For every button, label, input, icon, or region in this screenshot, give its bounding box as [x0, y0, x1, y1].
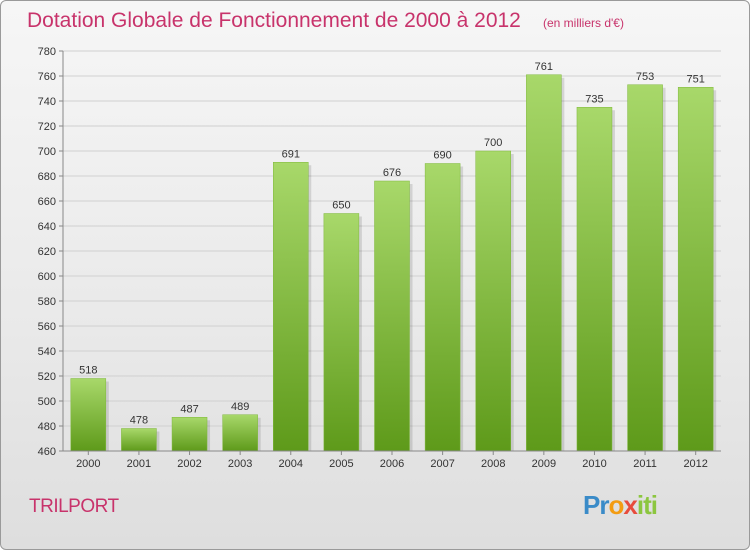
- y-tick-label: 500: [38, 396, 56, 408]
- bar: [70, 378, 107, 452]
- bar: [424, 163, 461, 452]
- bar-value-label: 753: [636, 71, 654, 83]
- bar: [475, 150, 511, 452]
- bar-value-label: 518: [79, 365, 97, 377]
- y-tick-label: 700: [38, 146, 56, 158]
- x-tick-label: 2010: [582, 458, 606, 470]
- x-tick-label: 2005: [329, 458, 353, 470]
- y-tick-label: 620: [38, 246, 56, 258]
- commune-name: TRILPORT: [29, 496, 119, 517]
- bar: [576, 107, 613, 452]
- y-tick-label: 460: [38, 446, 56, 458]
- y-tick-label: 480: [38, 421, 56, 433]
- bar-value-label: 761: [535, 61, 553, 73]
- bar: [273, 162, 309, 452]
- x-tick-label: 2006: [380, 458, 404, 470]
- x-tick-label: 2007: [430, 458, 454, 470]
- y-tick-label: 660: [38, 196, 56, 208]
- x-tick-label: 2009: [532, 458, 556, 470]
- bar-value-label: 676: [383, 167, 401, 179]
- bar-value-label: 650: [332, 200, 350, 212]
- x-tick-label: 2012: [683, 458, 707, 470]
- x-tick-label: 2004: [279, 458, 303, 470]
- y-tick-label: 540: [38, 346, 56, 358]
- bar-value-label: 700: [484, 137, 502, 149]
- y-tick-label: 600: [38, 271, 56, 283]
- logo-letter: t: [643, 490, 652, 520]
- logo-letter: i: [636, 490, 644, 520]
- bar-value-label: 489: [231, 401, 249, 413]
- x-axis: 2000 2001 2002 2003 2004 2005 2006 2007 2008 2009…: [63, 450, 721, 470]
- x-tick-label: 2008: [481, 458, 505, 470]
- y-tick-label: 640: [38, 221, 56, 233]
- y-tick-label: 520: [38, 371, 56, 383]
- y-axis: 460 480 500 520 540 560 580 600 620 640 660 680 700 7…: [38, 46, 64, 458]
- logo-letter: o: [608, 490, 624, 520]
- logo-letter: r: [599, 490, 609, 520]
- bar: [526, 74, 562, 452]
- y-tick-label: 560: [38, 321, 56, 333]
- y-tick-label: 740: [38, 96, 56, 108]
- bar-value-label: 691: [282, 148, 300, 160]
- bar: [121, 428, 157, 452]
- x-tick-label: 2000: [76, 458, 100, 470]
- bar: [627, 84, 663, 452]
- y-tick-label: 680: [38, 171, 56, 183]
- chart-title: Dotation Globale de Fonctionnement de 20…: [27, 9, 521, 32]
- bar: [222, 414, 258, 452]
- x-tick-label: 2011: [633, 458, 657, 470]
- y-tick-label: 780: [38, 46, 56, 58]
- bar-value-label: 751: [687, 73, 705, 85]
- bar-value-label: 478: [130, 415, 148, 427]
- bar: [171, 417, 208, 452]
- bars: 518 478 487 489 691 650 676 690 700 761 735 753 751: [70, 61, 717, 452]
- unit-note: (en milliers d'€): [543, 16, 624, 30]
- y-tick-label: 720: [38, 121, 56, 133]
- x-tick-label: 2002: [177, 458, 201, 470]
- bar-value-label: 690: [433, 150, 451, 162]
- bar-value-label: 487: [180, 403, 198, 415]
- bar: [374, 180, 410, 452]
- bar: [323, 213, 360, 452]
- y-tick-label: 580: [38, 296, 56, 308]
- logo-letter: P: [583, 490, 600, 520]
- y-tick-label: 760: [38, 71, 56, 83]
- x-tick-label: 2001: [127, 458, 151, 470]
- bar-value-label: 735: [585, 93, 603, 105]
- x-tick-label: 2003: [228, 458, 252, 470]
- bar: [677, 87, 714, 452]
- logo-letter: x: [623, 490, 638, 520]
- logo-letter: i: [650, 490, 658, 520]
- proxiti-logo: Proxiti: [583, 490, 658, 521]
